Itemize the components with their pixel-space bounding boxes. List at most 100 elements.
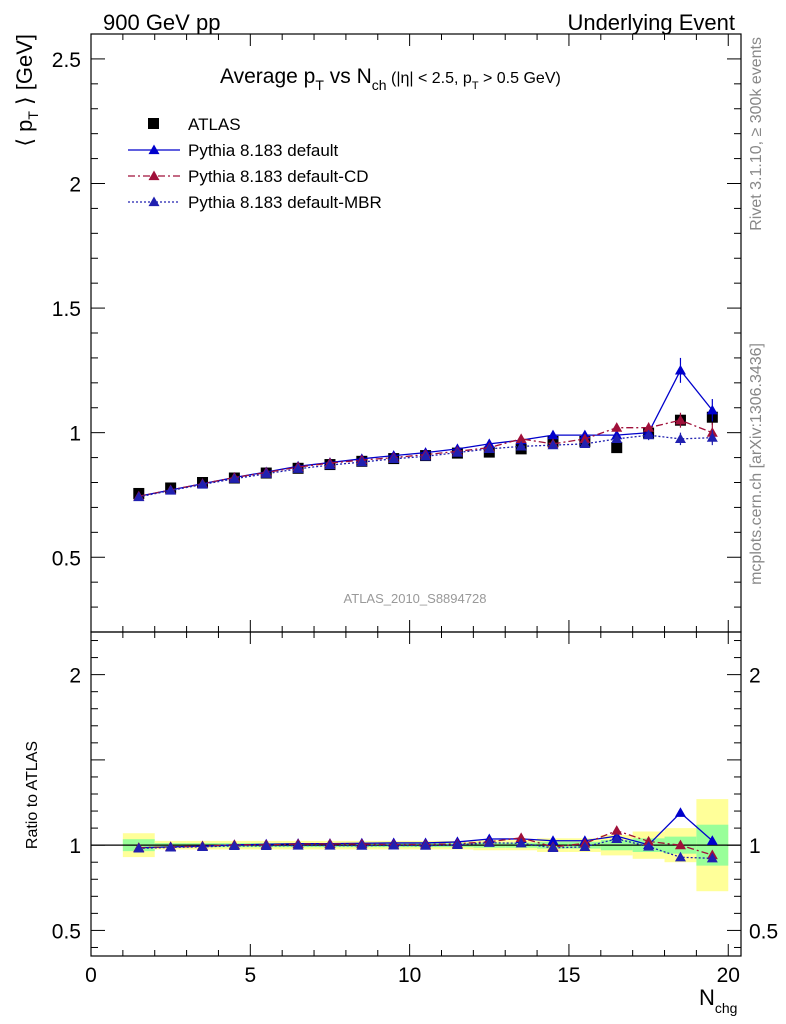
series-marker [706,835,718,845]
series-marker [674,414,686,425]
title-cut-sub: T [472,80,479,92]
ratio-y-tick-label-right: 0.5 [749,920,778,943]
series-marker [292,463,304,473]
header-right: Underlying Event [567,10,735,35]
legend-marker [148,196,160,207]
series-marker [547,439,559,450]
series-marker [356,456,368,467]
series-marker [292,839,304,850]
series-marker [579,438,591,449]
series-marker [674,807,686,817]
series-marker [547,429,559,440]
mcplots-note: mcplots.cern.ch [arXiv:1306.3436] [748,343,765,585]
series-marker [643,422,655,432]
series-marker [515,832,527,842]
series-marker [611,433,623,444]
watermark: ATLAS_2010_S8894728 [344,591,487,606]
series-marker [228,840,240,850]
legend-label: Pythia 8.183 default-CD [188,167,369,186]
x-tick-label: 0 [85,964,97,987]
series-marker [674,364,686,375]
x-tick-label: 10 [398,964,421,987]
series-marker [547,842,559,853]
title-main: Average p [220,65,315,88]
rivet-note: Rivet 3.1.10, ≥ 300k events [748,37,765,231]
x-tick-label: 20 [717,964,740,987]
series-marker [515,837,527,848]
title-sub2: ch [372,77,387,93]
title-sub1: T [315,77,324,93]
ratio-y-tick-label-right: 2 [749,665,761,688]
ylabel-sub: T [25,111,41,120]
series-marker [611,825,623,835]
title-cut-close: > 0.5 GeV) [479,70,561,87]
ratio-ylabel: Ratio to ATLAS [24,741,41,849]
ratio-series [133,807,718,863]
legend-label: ATLAS [188,115,241,134]
title-mid: vs N [324,65,372,88]
series-marker [674,433,686,444]
series-marker [674,839,686,850]
series-marker [260,840,272,850]
series-marker [579,433,591,444]
x-tick-label: 5 [244,964,256,987]
ratio-y-tick-label-right: 1 [749,835,761,858]
header-left: 900 GeV pp [103,10,220,35]
chart-title: Average pT vs Nch (|η| < 2.5, pT > 0.5 G… [220,65,561,93]
legend-label: Pythia 8.183 default [188,141,339,160]
y-tick-label: 1 [69,423,81,446]
series-marker [643,835,655,846]
legend-marker [148,144,160,155]
x-tick-label: 15 [557,964,580,987]
series-marker [483,443,495,453]
series-marker [643,429,655,440]
y-tick-label: 2.5 [52,49,81,72]
series-marker [611,833,623,843]
legend: ATLAS Pythia 8.183 default Pythia 8.183 de… [128,115,382,212]
series-marker [579,841,591,851]
series-marker [228,473,240,483]
series-marker [165,841,177,852]
series-marker [451,839,463,849]
x-axis-label: Nchg [699,985,737,1016]
y-tick-label: 1.5 [52,298,81,321]
series-marker [133,491,145,502]
series-marker [324,839,336,850]
series-marker [483,837,495,847]
series-marker [706,852,718,863]
series-marker [324,459,336,470]
series-marker [260,468,272,478]
main-series [133,357,718,502]
series-marker [356,840,368,850]
main-ylabel: ⟨ pT ⟩ [GeV] [12,34,41,147]
series-marker [674,851,686,862]
title-cut-open: (|η| < 2.5, p [387,70,472,87]
y-tick-label: 0.5 [52,920,81,943]
y-tick-label: 2 [69,665,81,688]
series-marker [515,433,527,444]
series-line-dotted [138,434,713,498]
series-marker [706,432,718,442]
series-marker [420,840,432,850]
legend-marker [148,170,160,181]
ylabel-post: ⟩ [GeV] [12,34,37,111]
series-marker [165,484,177,495]
legend-marker-atlas [148,118,159,129]
series-marker [611,422,623,432]
series-marker [547,835,559,845]
y-tick-label: 1 [69,835,81,858]
atlas-data-point [611,442,623,454]
series-line-solid [138,369,713,497]
series-marker [388,453,400,463]
xlabel-pre: N [699,985,715,1010]
y-tick-label: 2 [69,174,81,197]
series-marker [197,841,209,851]
xlabel-sub: chg [715,1000,738,1016]
series-marker [197,478,209,489]
series-marker [388,839,400,850]
series-marker [420,450,432,461]
series-marker [451,447,463,457]
legend-label: Pythia 8.183 default-MBR [188,193,382,212]
